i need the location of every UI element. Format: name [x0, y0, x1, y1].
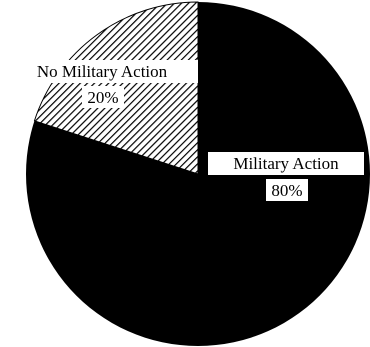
slice-value-no-military-action: 20%	[87, 88, 118, 107]
slice-label-no-military-action: No Military Action	[37, 62, 168, 81]
value-bg-military	[266, 179, 308, 201]
label-bg-military	[208, 152, 364, 175]
label-bg-no-military	[7, 60, 198, 83]
slice-value-military-action: 80%	[271, 181, 302, 200]
slice-label-military-action: Military Action	[233, 154, 339, 173]
value-bg-no-military	[82, 86, 124, 108]
